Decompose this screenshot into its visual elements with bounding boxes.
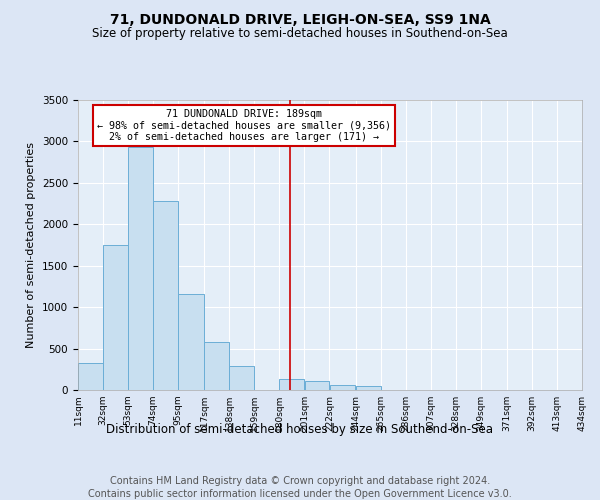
Bar — [329, 385, 355, 390]
Text: Contains public sector information licensed under the Open Government Licence v3: Contains public sector information licen… — [88, 489, 512, 499]
Bar — [128, 147, 153, 390]
Bar — [356, 386, 380, 390]
Y-axis label: Number of semi-detached properties: Number of semi-detached properties — [26, 142, 37, 348]
Text: Contains HM Land Registry data © Crown copyright and database right 2024.: Contains HM Land Registry data © Crown c… — [110, 476, 490, 486]
Text: Distribution of semi-detached houses by size in Southend-on-Sea: Distribution of semi-detached houses by … — [107, 422, 493, 436]
Bar — [103, 245, 128, 390]
Bar — [305, 381, 329, 390]
Bar — [78, 364, 103, 390]
Text: 71, DUNDONALD DRIVE, LEIGH-ON-SEA, SS9 1NA: 71, DUNDONALD DRIVE, LEIGH-ON-SEA, SS9 1… — [110, 12, 490, 26]
Bar — [280, 379, 304, 390]
Bar — [229, 366, 254, 390]
Text: Size of property relative to semi-detached houses in Southend-on-Sea: Size of property relative to semi-detach… — [92, 28, 508, 40]
Bar — [205, 342, 229, 390]
Bar — [153, 201, 178, 390]
Text: 71 DUNDONALD DRIVE: 189sqm
← 98% of semi-detached houses are smaller (9,356)
2% : 71 DUNDONALD DRIVE: 189sqm ← 98% of semi… — [97, 108, 391, 142]
Bar — [178, 294, 204, 390]
